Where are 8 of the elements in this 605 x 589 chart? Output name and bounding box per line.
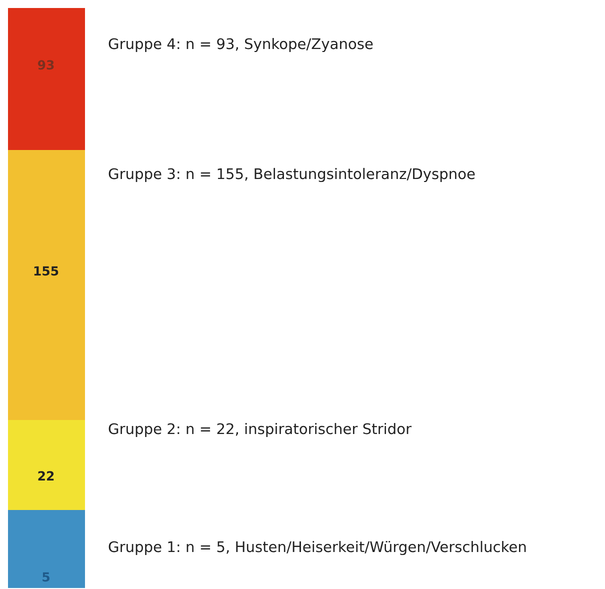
data-label: 93: [38, 60, 54, 70]
category-label: Gruppe 2: n = 22, inspiratorischer Stridor: [108, 422, 412, 438]
data-label: 5: [42, 572, 50, 582]
category-label: Gruppe 1: n = 5, Husten/Heiserkeit/Würgen/Verschlucken: [108, 540, 526, 556]
data-label: 155: [34, 266, 58, 276]
category-label: Gruppe 4: n = 93, Synkope/Zyanose: [108, 38, 373, 52]
category-label: Gruppe 3: n = 155, Belastungsintoleranz/Dyspnoe: [108, 168, 475, 182]
data-label: 22: [38, 471, 54, 480]
